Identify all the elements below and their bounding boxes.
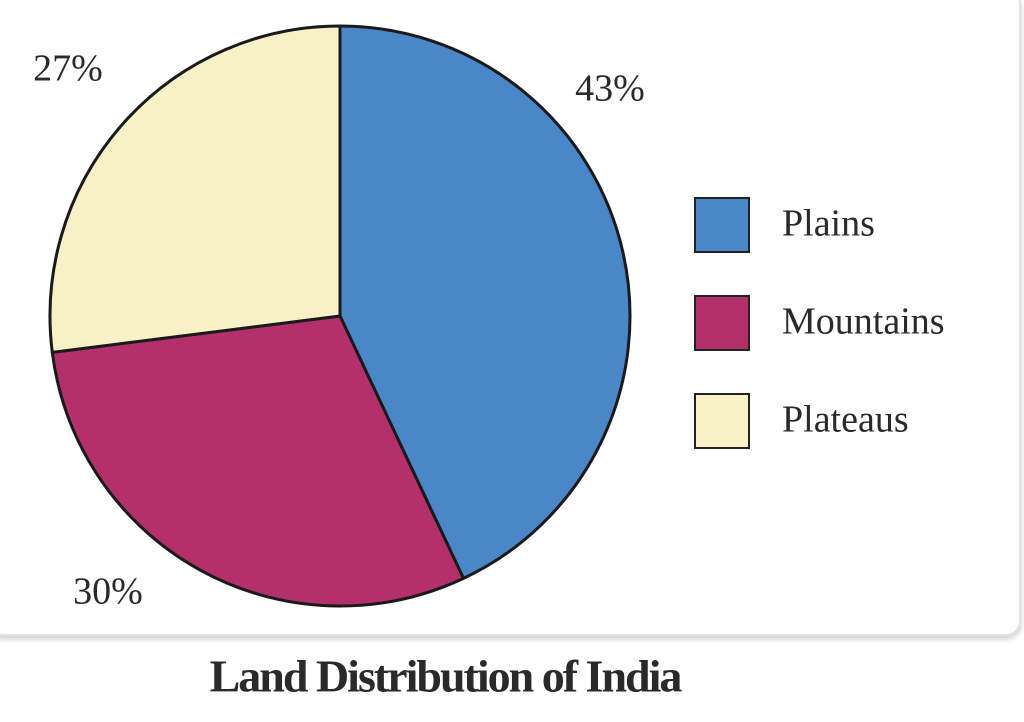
legend-label: Plateaus <box>782 399 909 441</box>
legend-swatch <box>694 197 750 253</box>
value-label: 27% <box>33 48 103 90</box>
chart-title: Land Distribution of India <box>210 651 683 702</box>
legend-swatch <box>694 295 750 351</box>
legend-swatch <box>694 393 750 449</box>
pie-slice <box>50 314 465 608</box>
pie-slice <box>338 24 632 580</box>
legend-label: Mountains <box>782 301 945 343</box>
pie-slice <box>48 24 342 354</box>
value-label: 43% <box>575 68 645 110</box>
value-label: 30% <box>73 571 143 613</box>
legend: Plains Mountains Plateaus <box>694 197 945 449</box>
legend-label: Plains <box>782 203 875 245</box>
pie: 43% 30% 27% <box>33 24 645 613</box>
